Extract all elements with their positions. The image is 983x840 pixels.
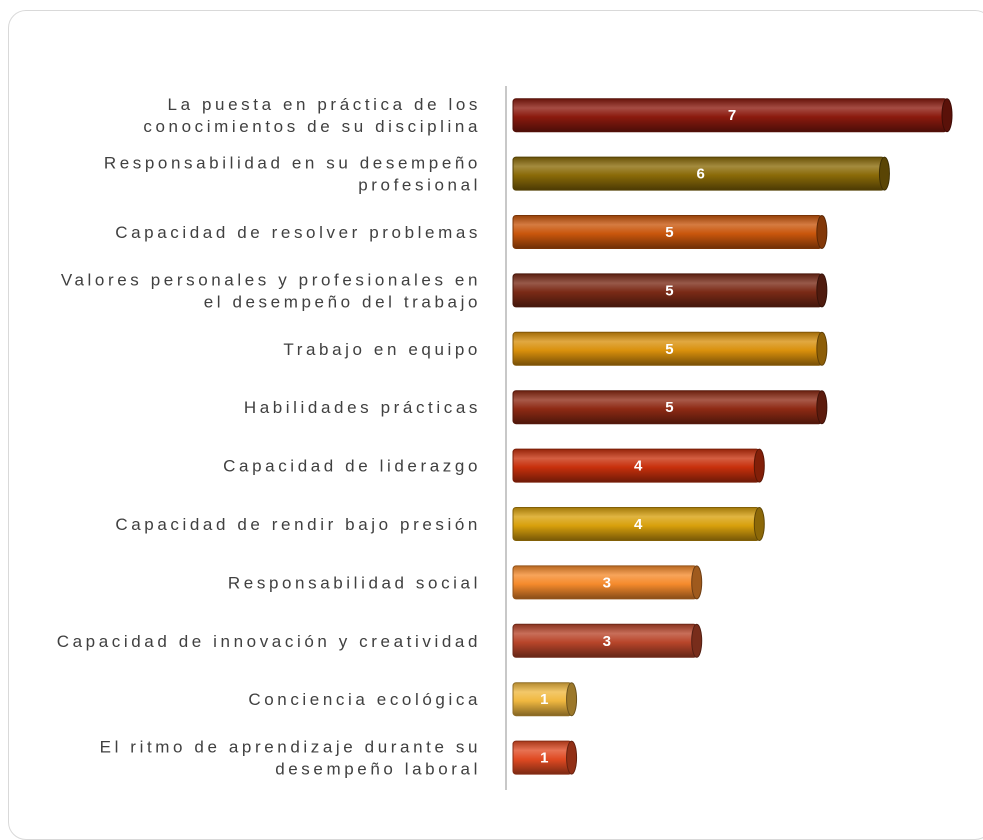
data-label-3: 5 [665,224,673,241]
bar-cap-9 [691,565,703,600]
bar-cap-1 [941,98,953,133]
category-label-line: Valores personales y profesionales en [61,270,481,289]
category-label-line: La puesta en práctica de los [168,95,481,114]
category-label-line: Habilidades prácticas [244,398,481,417]
category-label-line: Responsabilidad en su desempeño [104,154,481,173]
bar-cap-10 [691,623,703,658]
data-label-4: 5 [665,282,673,299]
data-label-9: 3 [603,574,611,591]
category-label-line: Capacidad de liderazgo [223,457,481,476]
category-label-line: El ritmo de aprendizaje durante su [100,738,481,757]
category-label-5: Trabajo en equipo [283,340,481,359]
data-label-12: 1 [540,750,548,767]
category-label-7: Capacidad de liderazgo [223,457,481,476]
category-label-line: el desempeño del trabajo [204,292,481,311]
category-label-4: Valores personales y profesionales en el … [61,270,481,311]
category-label-6: Habilidades prácticas [244,398,481,417]
category-label-10: Capacidad de innovación y creatividad [57,632,481,651]
data-label-2: 6 [697,166,705,183]
category-label-line: profesional [358,176,481,195]
bars-group: 7 6 5 5 5 5 4 4 3 3 1 1 [512,98,953,775]
bar-cap-7 [753,448,765,483]
data-label-8: 4 [634,516,643,533]
category-label-line: Capacidad de resolver problemas [115,223,481,242]
bar-cap-8 [753,507,765,541]
category-label-line: Capacidad de rendir bajo presión [115,515,481,534]
bar-cap-12 [566,740,578,775]
data-label-1: 7 [728,107,736,124]
category-label-12: El ritmo de aprendizaje durante su desemp… [100,738,481,779]
bar-cap-3 [816,215,828,249]
bar-cap-11 [566,682,578,717]
category-label-line: Conciencia ecológica [248,690,481,709]
chart-card [8,10,983,840]
data-label-10: 3 [603,633,611,650]
data-label-6: 5 [665,399,673,416]
category-label-9: Responsabilidad social [228,573,481,592]
data-label-7: 4 [634,458,643,475]
category-labels-group: La puesta en práctica de los conocimiento… [57,95,481,779]
data-label-5: 5 [665,341,673,358]
category-label-8: Capacidad de rendir bajo presión [115,515,481,534]
category-label-1: La puesta en práctica de los conocimiento… [143,95,481,136]
bar-cap-5 [816,331,828,366]
category-label-line: Capacidad de innovación y creatividad [57,632,481,651]
category-label-line: conocimientos de su disciplina [143,117,481,136]
category-label-3: Capacidad de resolver problemas [115,223,481,242]
category-label-2: Responsabilidad en su desempeño profesion… [104,154,481,195]
bar-cap-6 [816,390,828,425]
bar-cap-4 [816,273,828,308]
category-label-line: Responsabilidad social [228,573,481,592]
category-label-11: Conciencia ecológica [248,690,481,709]
bar-cap-2 [878,156,890,191]
category-label-line: desempeño laboral [275,760,481,779]
category-label-line: Trabajo en equipo [283,340,481,359]
data-label-11: 1 [540,691,548,708]
